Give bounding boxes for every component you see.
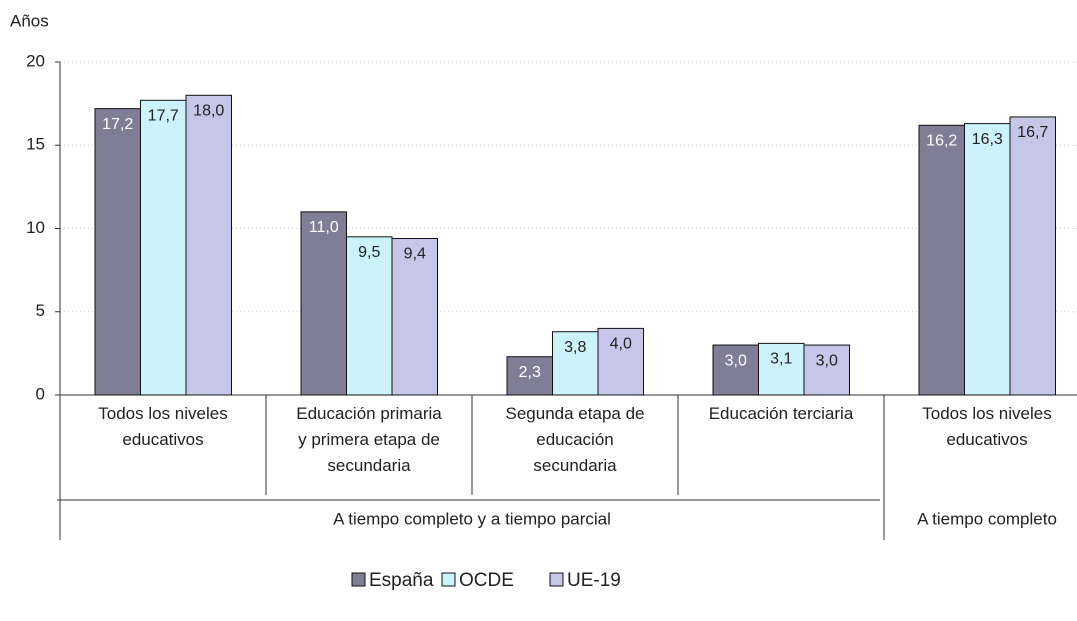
bar	[300, 211, 347, 396]
bar	[391, 237, 438, 396]
y-tick-label: 15	[26, 135, 45, 154]
x-tick-label: Todos los niveles educativos	[922, 404, 1051, 449]
x-tick-label: Educación terciaria	[709, 404, 854, 423]
legend-label: UE-19	[567, 570, 621, 591]
y-axis-title: Años	[10, 11, 49, 30]
value-label: 18,0	[193, 103, 224, 120]
legend-swatch	[549, 572, 564, 587]
group-label: A tiempo completo	[917, 509, 1057, 528]
value-label: 16,2	[926, 132, 957, 149]
bar	[346, 236, 393, 396]
value-label: 17,7	[148, 108, 179, 125]
x-tick-label: Todos los niveles educativos	[98, 404, 227, 449]
legend-swatch	[351, 572, 366, 587]
value-label: 2,3	[519, 364, 541, 381]
group-label: A tiempo completo y a tiempo parcial	[333, 509, 611, 528]
x-tick-label: Educación primaria y primera etapa de secu…	[296, 404, 442, 475]
bar	[552, 331, 599, 396]
bar	[140, 99, 187, 396]
bar	[597, 327, 644, 396]
bar	[94, 108, 141, 396]
bar	[964, 123, 1011, 396]
y-tick-label: 20	[26, 51, 45, 70]
value-label: 16,7	[1017, 124, 1048, 141]
y-tick-label: 10	[26, 218, 45, 237]
value-label: 3,1	[770, 351, 792, 368]
value-label: 9,4	[404, 246, 426, 263]
value-label: 4,0	[610, 336, 632, 353]
bar	[1009, 116, 1056, 396]
value-label: 17,2	[102, 116, 133, 133]
legend-label: OCDE	[459, 570, 514, 591]
legend-label: España	[369, 570, 434, 591]
value-label: 9,5	[358, 244, 380, 261]
legend-swatch	[441, 572, 456, 587]
bar	[506, 356, 553, 396]
x-tick-label: Segunda etapa de educación secundaria	[506, 404, 645, 475]
value-label: 11,0	[309, 219, 339, 236]
value-label: 16,3	[972, 131, 1003, 148]
bar	[185, 94, 232, 396]
y-tick-label: 0	[36, 384, 45, 403]
bar	[918, 124, 965, 396]
y-tick-label: 5	[36, 301, 45, 320]
value-label: 3,0	[816, 352, 838, 369]
value-label: 3,8	[564, 339, 586, 356]
bar	[803, 344, 850, 396]
value-label: 3,0	[725, 352, 747, 369]
